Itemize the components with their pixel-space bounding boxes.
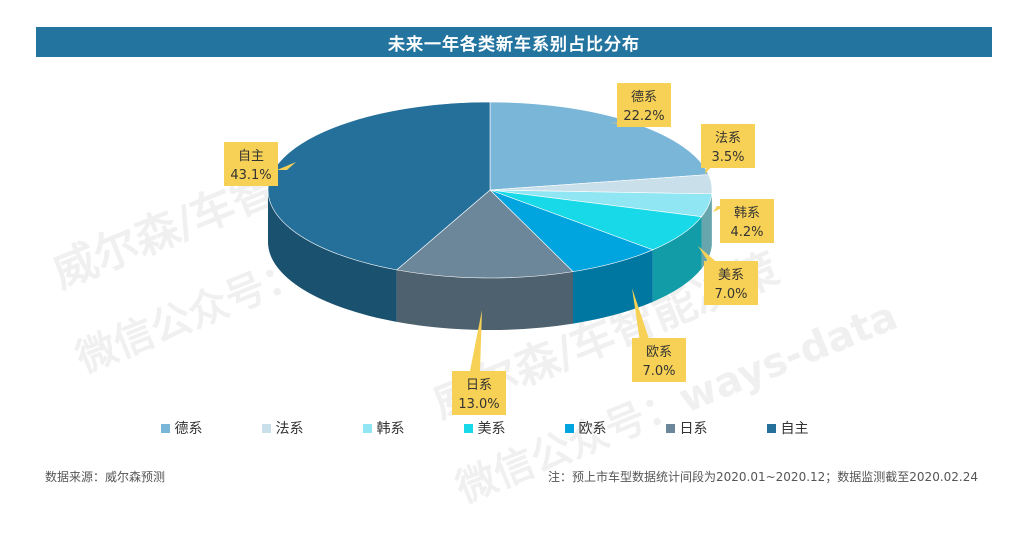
- data-label-category: 日系: [466, 378, 492, 393]
- data-label-box: [701, 124, 755, 168]
- pie-side-2: [701, 193, 712, 269]
- legend-swatch: [564, 423, 574, 433]
- legend-item: 欧系: [564, 418, 666, 438]
- data-label-category: 德系: [631, 90, 657, 105]
- legend-swatch: [160, 423, 170, 433]
- data-label-box: [617, 83, 671, 127]
- data-label-box: [720, 199, 774, 243]
- data-label-1: 法系 3.5%: [701, 124, 755, 174]
- legend-item: 法系: [261, 418, 363, 438]
- data-label-category: 欧系: [646, 345, 672, 360]
- legend-item: 韩系: [362, 418, 464, 438]
- legend-label: 日系: [679, 421, 708, 437]
- data-label-value: 4.2%: [730, 225, 763, 240]
- data-label-2: 韩系 4.2%: [713, 199, 774, 243]
- data-label-box: [632, 338, 686, 382]
- data-label-box: [224, 142, 278, 186]
- data-label-value: 22.2%: [623, 109, 664, 124]
- pie-side-6: [268, 190, 397, 322]
- data-label-box: [704, 261, 758, 305]
- data-label-category: 韩系: [734, 206, 760, 221]
- data-label-category: 自主: [238, 149, 264, 164]
- legend-swatch: [665, 423, 675, 433]
- data-label-value: 7.0%: [642, 364, 675, 379]
- data-label-5: 日系 13.0%: [452, 310, 506, 415]
- legend-swatch: [463, 423, 473, 433]
- data-label-value: 43.1%: [230, 168, 271, 183]
- legend-label: 欧系: [578, 421, 607, 437]
- data-label-pointer: [632, 288, 650, 342]
- source-note: 数据来源：威尔森预测: [45, 470, 166, 484]
- pie-side-3: [652, 216, 702, 302]
- pie-slice-5: [396, 189, 574, 279]
- legend-label: 法系: [275, 421, 304, 437]
- data-label-6: 自主 43.1%: [224, 142, 296, 186]
- data-label-value: 13.0%: [458, 397, 499, 412]
- data-label-0: 德系 22.2%: [610, 83, 671, 127]
- data-label-pointer: [470, 310, 482, 371]
- legend-item: 美系: [463, 418, 565, 438]
- legend-label: 美系: [477, 421, 506, 437]
- data-label-3: 美系 7.0%: [698, 246, 758, 305]
- legend-swatch: [766, 423, 776, 433]
- data-label-value: 3.5%: [711, 150, 744, 165]
- chart-legend: 德系 法系 韩系 美系 欧系 日系 自主: [0, 418, 1028, 438]
- pie-side-5: [396, 269, 574, 331]
- data-label-value: 7.0%: [714, 287, 747, 302]
- chart-title: 未来一年各类新车系别占比分布: [36, 27, 992, 57]
- legend-item: 德系: [160, 418, 262, 438]
- data-label-4: 欧系 7.0%: [632, 288, 686, 382]
- legend-swatch: [261, 423, 271, 433]
- legend-item: 自主: [766, 418, 868, 438]
- footnote: 注：预上市车型数据统计间段为2020.01~2020.12；数据监测截至2020…: [547, 470, 978, 484]
- legend-label: 自主: [780, 421, 809, 437]
- data-label-category: 法系: [715, 131, 741, 146]
- data-label-pointer: [277, 162, 296, 170]
- legend-label: 德系: [174, 421, 203, 437]
- legend-item: 日系: [665, 418, 767, 438]
- data-label-category: 美系: [718, 268, 744, 283]
- data-label-box: [452, 371, 506, 415]
- legend-label: 韩系: [376, 421, 405, 437]
- legend-swatch: [362, 423, 372, 433]
